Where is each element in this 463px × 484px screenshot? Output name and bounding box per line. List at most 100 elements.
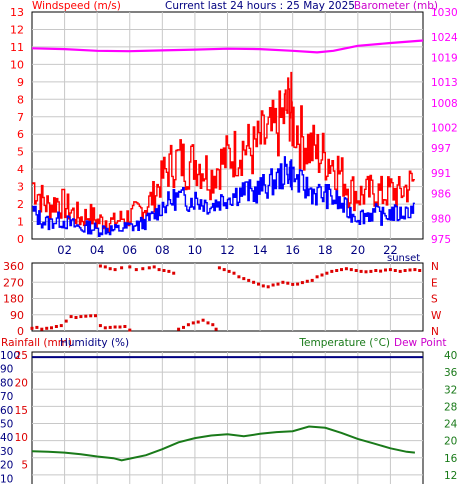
direction-point <box>286 281 290 285</box>
wind-y-tick: 12 <box>10 23 24 36</box>
direction-point <box>123 325 127 328</box>
sunset-label: sunset <box>387 253 420 264</box>
wind-y-tick: 13 <box>10 6 24 19</box>
barometer-title: Barometer (mb) <box>354 0 438 12</box>
wind-y-tick: 2 <box>17 198 24 211</box>
barometer-series <box>31 39 424 54</box>
barometer-y-tick: 980 <box>431 213 451 225</box>
wind-y-tick: 9 <box>17 76 24 89</box>
direction-point <box>113 268 117 272</box>
temperature-y-tick: 28 <box>444 401 457 413</box>
direction-point <box>108 267 112 271</box>
direction-point <box>206 321 210 325</box>
wind-series <box>32 71 415 237</box>
direction-point <box>30 326 34 330</box>
x-tick-label: 08 <box>155 243 170 257</box>
direction-point <box>296 282 300 286</box>
barometer-y-tick: 1024 <box>431 32 458 44</box>
direction-point <box>315 275 319 279</box>
direction-y-tick: 180 <box>3 293 24 306</box>
direction-point <box>276 282 280 286</box>
direction-series <box>30 264 422 332</box>
humidity-y-tick: 100 <box>0 350 20 362</box>
direction-point <box>196 320 200 324</box>
direction-point <box>162 269 166 272</box>
wind-average-line <box>32 156 415 237</box>
barometer-line <box>31 39 424 54</box>
direction-point <box>384 268 387 272</box>
barometer-y-tick: 1030 <box>431 7 458 19</box>
direction-point <box>89 314 93 318</box>
direction-point <box>172 271 176 275</box>
direction-y-axis: 0 90 180 270 360 <box>3 260 24 338</box>
direction-point <box>177 327 181 331</box>
direction-point <box>232 271 236 275</box>
direction-y-tick: 90 <box>10 309 24 322</box>
direction-point <box>211 323 215 327</box>
x-tick-label: 02 <box>57 243 72 257</box>
x-tick-label: 20 <box>351 243 366 257</box>
wind-y-tick: 8 <box>17 93 24 106</box>
direction-point <box>325 271 329 275</box>
direction-point <box>418 269 422 272</box>
barometer-y-tick: 1013 <box>431 77 458 89</box>
direction-point <box>257 282 260 286</box>
direction-point <box>128 328 132 332</box>
temperature-y-tick: 20 <box>444 436 457 448</box>
direction-point <box>214 327 218 331</box>
barometer-y-tick: 991 <box>431 168 451 180</box>
rainfall-y-tick: 20 <box>15 377 28 389</box>
humidity-y-tick: 70 <box>0 391 13 403</box>
x-tick-label: 16 <box>285 243 300 257</box>
direction-point <box>271 283 275 287</box>
temperature-line <box>31 425 415 462</box>
direction-point <box>157 268 161 272</box>
direction-point <box>167 269 171 273</box>
direction-point <box>98 264 102 268</box>
direction-point <box>134 268 138 272</box>
direction-point <box>398 269 402 273</box>
direction-point <box>191 321 195 325</box>
wind-y-tick: 0 <box>17 233 24 246</box>
humidity-y-tick: 20 <box>0 460 13 472</box>
direction-point <box>237 275 241 279</box>
direction-point <box>266 285 270 289</box>
direction-point <box>408 268 412 272</box>
direction-point <box>147 266 151 270</box>
compass-label: E <box>431 277 438 289</box>
barometer-y-tick: 1008 <box>431 98 458 110</box>
rainfall-y-tick: 15 <box>15 405 28 417</box>
direction-point <box>330 269 334 273</box>
direction-y-tick: 270 <box>3 276 24 289</box>
direction-point <box>374 269 378 272</box>
wind-gust-line <box>32 71 415 233</box>
humidity-title: Humidity (%) <box>60 337 129 349</box>
direction-point <box>340 268 343 272</box>
wind-y-tick: 6 <box>17 128 24 141</box>
humidity-y-tick: 10 <box>0 473 13 484</box>
direction-point <box>54 325 58 328</box>
compass-label: N <box>431 326 439 338</box>
direction-point <box>201 318 205 322</box>
direction-point <box>413 268 417 272</box>
direction-point <box>242 277 246 281</box>
dew-point-title: Dew Point <box>394 337 447 349</box>
x-tick-label: 14 <box>253 243 268 257</box>
direction-point <box>388 268 392 272</box>
temperature-y-tick: 12 <box>444 470 457 482</box>
direction-point <box>69 315 73 319</box>
temperature-y-tick: 32 <box>444 384 457 396</box>
direction-point <box>74 316 78 319</box>
wind-y-tick: 4 <box>17 163 24 176</box>
climate-grid <box>32 352 423 484</box>
temperature-y-tick: 36 <box>444 367 458 379</box>
direction-grid <box>32 263 423 331</box>
direction-point <box>393 269 397 272</box>
direction-point <box>344 267 348 271</box>
direction-point <box>35 325 39 329</box>
